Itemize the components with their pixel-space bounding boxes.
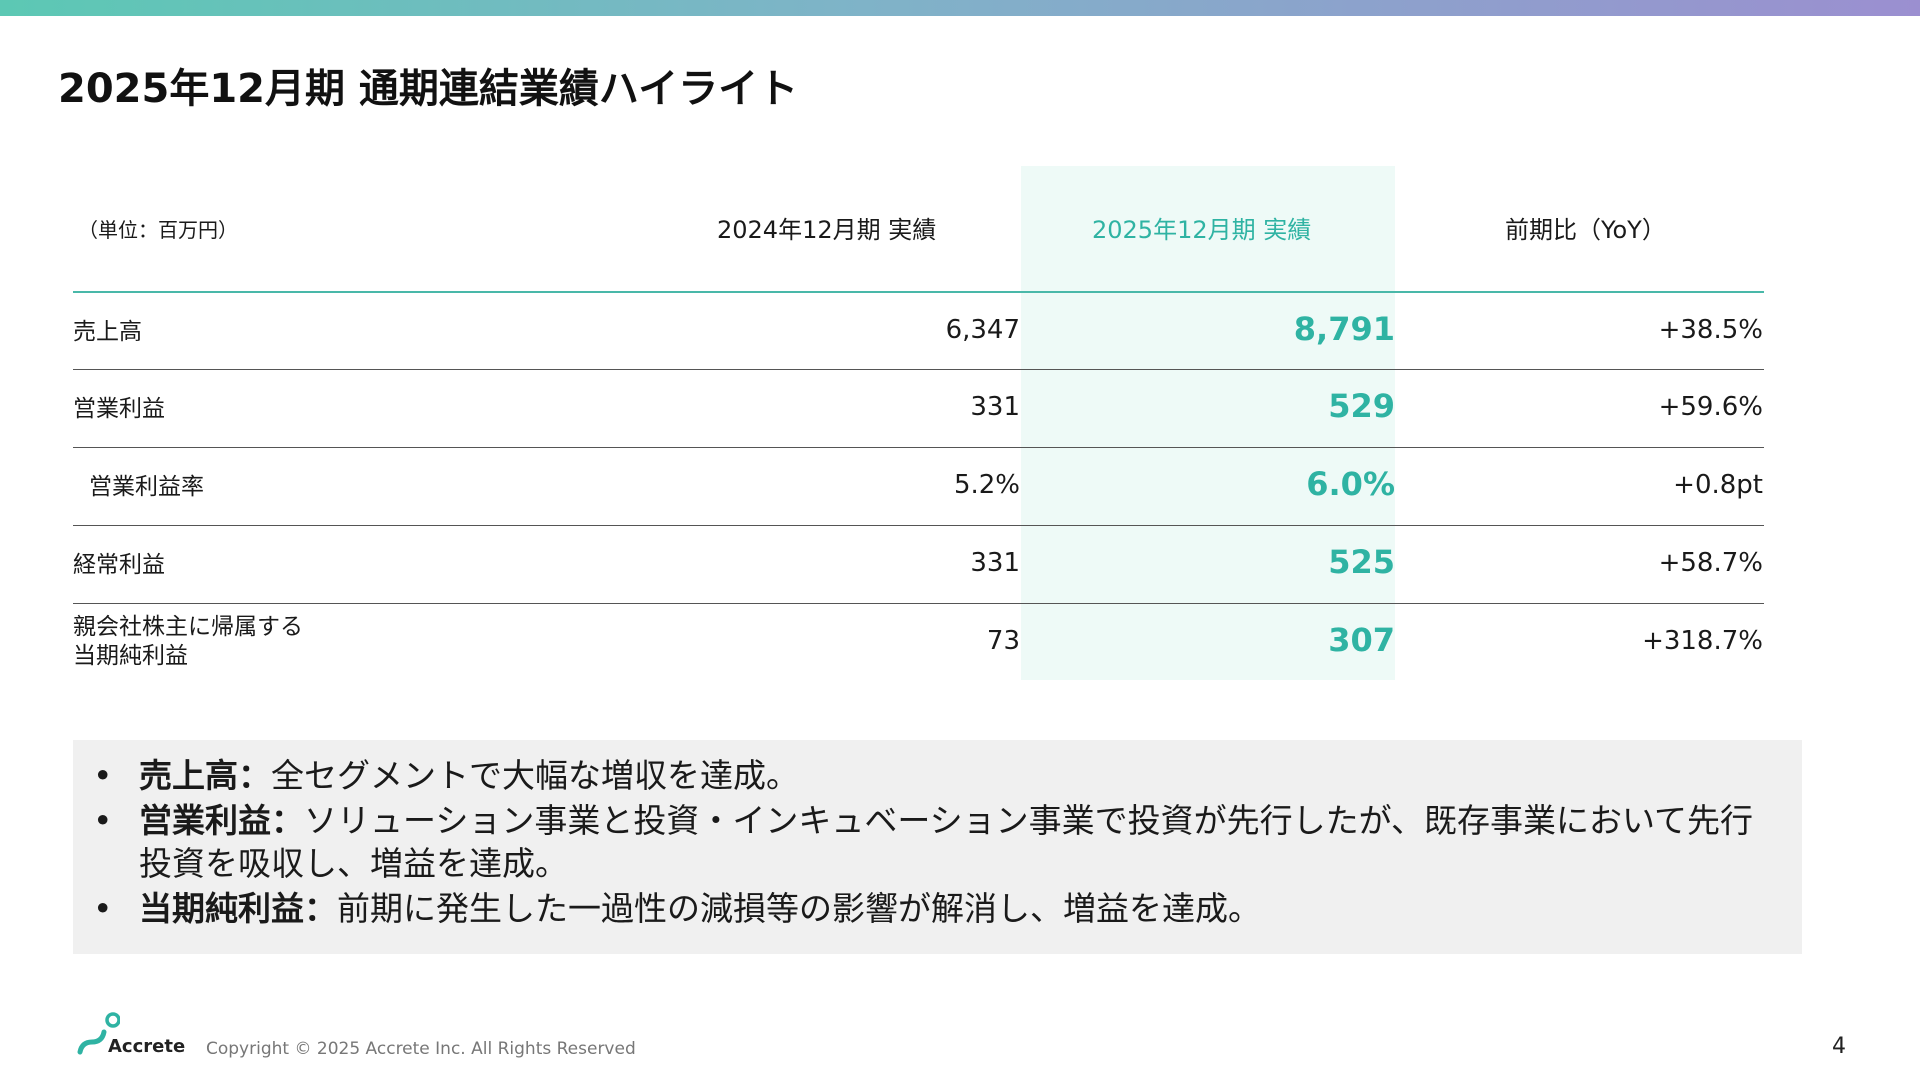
header-prev-year: 2024年12月期 実績 bbox=[717, 216, 937, 244]
row-label: 売上高 bbox=[73, 319, 142, 345]
header-current-year: 2025年12月期 実績 bbox=[1092, 216, 1312, 244]
table-row-net-income: 親会社株主に帰属する 当期純利益 73 307 +318.7% bbox=[0, 604, 1920, 682]
note-item: • 当期純利益：前期に発生した一過性の減損等の影響が解消し、増益を達成。 bbox=[73, 887, 1802, 930]
bullet-icon: • bbox=[93, 801, 113, 840]
row-prev-value: 5.2% bbox=[953, 470, 1020, 500]
note-text: 全セグメントで大幅な増収を達成。 bbox=[271, 756, 799, 795]
row-current-value: 6.0% bbox=[1306, 465, 1395, 503]
row-divider bbox=[73, 603, 1764, 604]
table-row-operating-profit: 営業利益 331 529 +59.6% bbox=[0, 370, 1920, 448]
page-number: 4 bbox=[1832, 1034, 1846, 1059]
bullet-icon: • bbox=[93, 756, 113, 795]
table-row-revenue: 売上高 6,347 8,791 +38.5% bbox=[0, 293, 1920, 371]
row-divider bbox=[73, 525, 1764, 526]
note-item: • 売上高：全セグメントで大幅な増収を達成。 bbox=[73, 754, 1802, 797]
note-key: 営業利益： bbox=[139, 801, 304, 840]
row-label: 経常利益 bbox=[73, 552, 165, 578]
note-text-continued: 投資を吸収し、増益を達成。 bbox=[139, 844, 568, 883]
row-label-line1: 親会社株主に帰属する bbox=[73, 614, 303, 640]
unit-label: （単位：百万円） bbox=[78, 218, 238, 242]
row-yoy-value: +38.5% bbox=[1658, 315, 1763, 345]
note-text: ソリューション事業と投資・インキュベーション事業で投資が先行したが、既存事業にお… bbox=[304, 801, 1754, 840]
row-label: 営業利益 bbox=[73, 396, 165, 422]
logo-text: Accrete bbox=[108, 1036, 186, 1057]
bullet-icon: • bbox=[93, 889, 113, 928]
row-label-line2: 当期純利益 bbox=[73, 643, 188, 669]
row-current-value: 529 bbox=[1328, 387, 1395, 425]
row-current-value: 8,791 bbox=[1293, 310, 1395, 348]
note-key: 売上高： bbox=[139, 756, 271, 795]
note-item: • 営業利益：ソリューション事業と投資・インキュベーション事業で投資が先行したが… bbox=[73, 799, 1802, 885]
current-year-column-highlight bbox=[1021, 166, 1395, 680]
row-yoy-value: +59.6% bbox=[1658, 392, 1763, 422]
row-prev-value: 331 bbox=[970, 392, 1020, 422]
table-row-operating-margin: 営業利益率 5.2% 6.0% +0.8pt bbox=[0, 448, 1920, 526]
page-title: 2025年12月期 通期連結業績ハイライト bbox=[58, 66, 799, 112]
row-prev-value: 6,347 bbox=[945, 315, 1020, 345]
top-accent-bar bbox=[0, 0, 1920, 16]
table-row-ordinary-profit: 経常利益 331 525 +58.7% bbox=[0, 526, 1920, 604]
row-divider bbox=[73, 447, 1764, 448]
row-yoy-value: +0.8pt bbox=[1673, 470, 1763, 500]
row-current-value: 525 bbox=[1328, 543, 1395, 581]
row-label: 営業利益率 bbox=[89, 474, 204, 500]
header-yoy: 前期比（YoY） bbox=[1505, 216, 1666, 244]
row-current-value: 307 bbox=[1328, 621, 1395, 659]
note-text: 前期に発生した一過性の減損等の影響が解消し、増益を達成。 bbox=[337, 889, 1261, 928]
copyright-text: Copyright © 2025 Accrete Inc. All Rights… bbox=[206, 1039, 636, 1059]
accrete-logo-icon bbox=[77, 1012, 120, 1055]
note-key: 当期純利益： bbox=[139, 889, 337, 928]
header-divider bbox=[73, 291, 1764, 293]
row-divider bbox=[73, 369, 1764, 370]
summary-notes-box: • 売上高：全セグメントで大幅な増収を達成。 • 営業利益：ソリューション事業と… bbox=[73, 740, 1802, 954]
row-yoy-value: +318.7% bbox=[1642, 626, 1763, 656]
row-yoy-value: +58.7% bbox=[1658, 548, 1763, 578]
row-prev-value: 331 bbox=[970, 548, 1020, 578]
row-prev-value: 73 bbox=[986, 626, 1020, 656]
